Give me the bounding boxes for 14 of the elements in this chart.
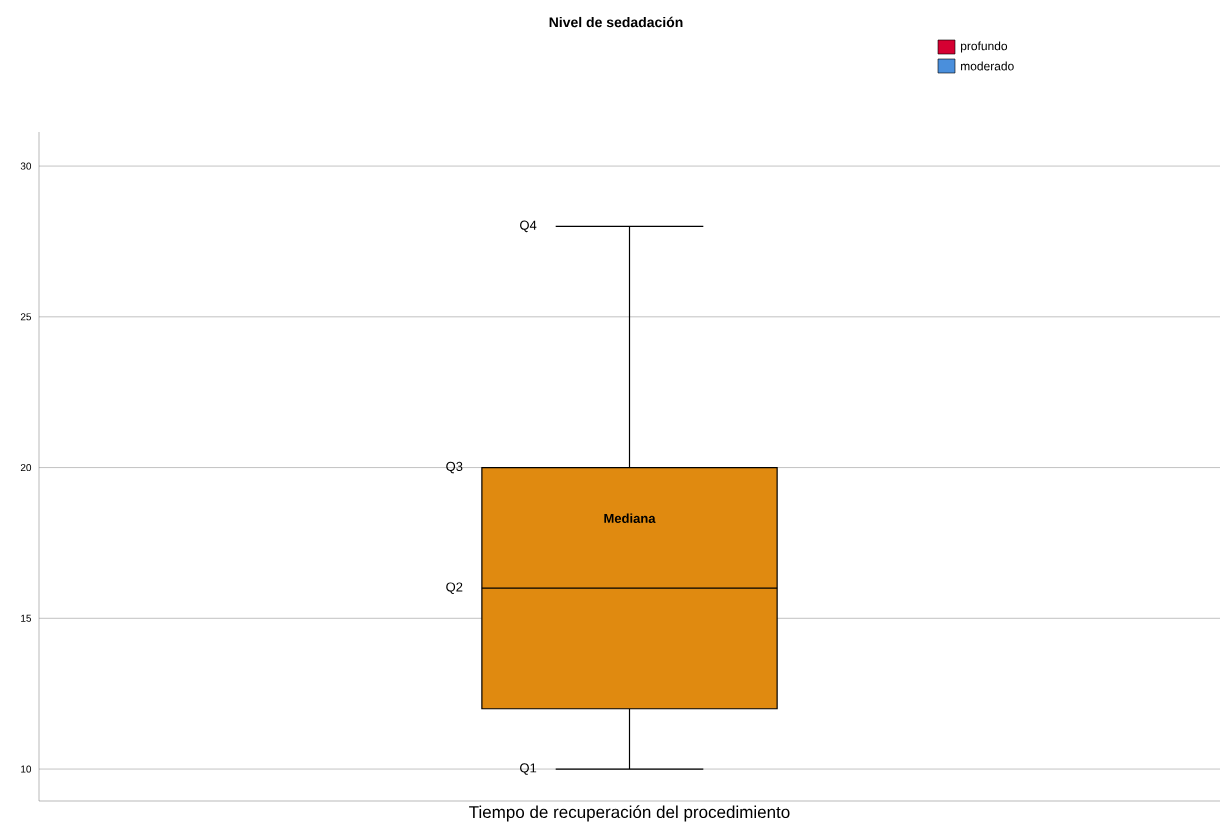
- x-axis-title: Tiempo de recuperación del procedimiento: [469, 805, 790, 822]
- y-tick-label: 30: [20, 162, 32, 170]
- legend-label: profundo: [960, 41, 1008, 53]
- y-tick-label: 25: [20, 313, 32, 321]
- annotation: Q2: [446, 582, 463, 594]
- annotation: Mediana: [604, 513, 656, 523]
- y-tick-label: 15: [21, 614, 32, 622]
- legend-label: moderado: [961, 61, 1014, 71]
- annotation: Q3: [446, 461, 463, 474]
- y-tick-label: 10: [21, 765, 32, 773]
- annotation: Q4: [520, 220, 537, 233]
- chart-title: Nivel de sedadación: [549, 16, 683, 28]
- annotation: Q1: [520, 763, 537, 775]
- y-tick-label: 20: [20, 464, 32, 472]
